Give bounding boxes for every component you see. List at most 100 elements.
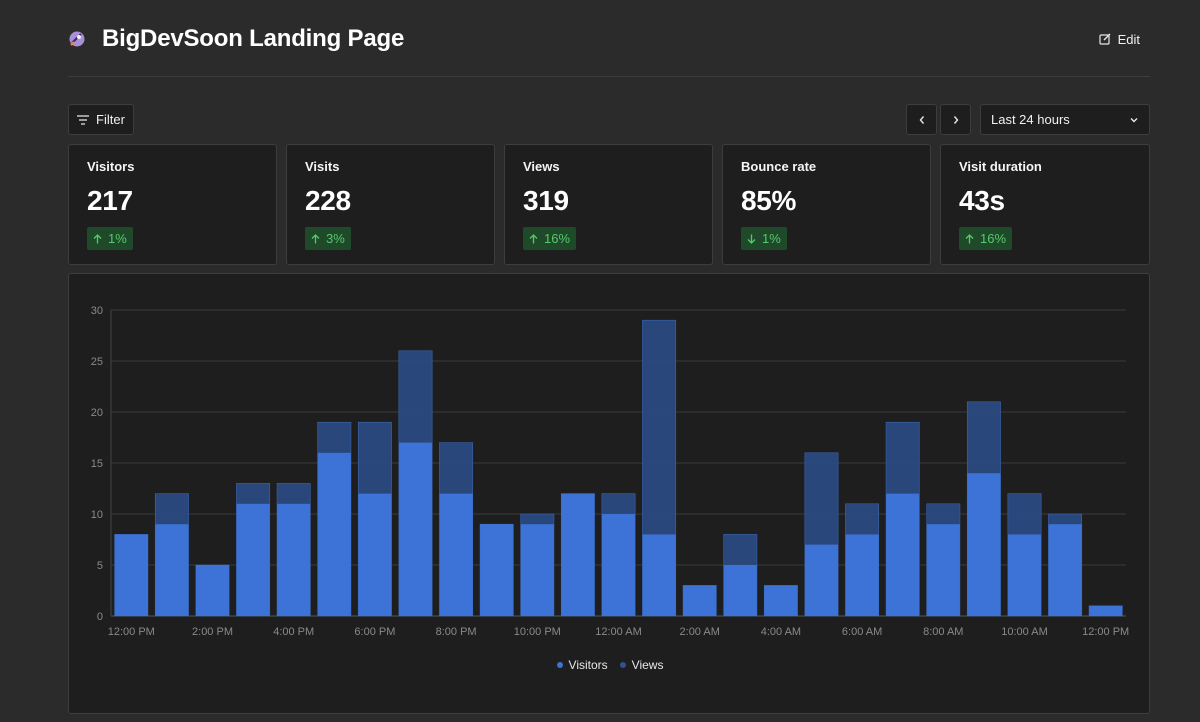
edit-button[interactable]: Edit xyxy=(1089,26,1150,53)
bar-visitors[interactable] xyxy=(601,514,636,616)
bar-visitors[interactable] xyxy=(723,565,757,616)
x-tick-label: 6:00 PM xyxy=(354,626,395,638)
metric-label: Visits xyxy=(305,159,340,174)
bar-visitors[interactable] xyxy=(480,524,514,616)
x-tick-label: 12:00 AM xyxy=(595,626,641,638)
x-tick-label: 4:00 AM xyxy=(761,626,801,638)
y-tick-label: 30 xyxy=(91,305,103,317)
x-tick-label: 12:00 PM xyxy=(108,626,155,638)
chevron-down-icon xyxy=(1129,116,1139,124)
x-tick-label: 10:00 PM xyxy=(514,626,561,638)
change-badge: 16% xyxy=(523,227,577,250)
x-tick-label: 8:00 AM xyxy=(923,626,963,638)
bar-visitors[interactable] xyxy=(967,473,1001,616)
filter-label: Filter xyxy=(96,112,125,127)
filter-icon xyxy=(77,114,90,125)
page-title: BigDevSoon Landing Page xyxy=(102,25,405,52)
bar-visitors[interactable] xyxy=(236,503,270,616)
metric-card-visit-duration[interactable]: Visit duration 43s 16% xyxy=(940,144,1150,265)
filter-button[interactable]: Filter xyxy=(68,104,134,135)
bar-visitors[interactable] xyxy=(277,503,311,616)
bar-visitors[interactable] xyxy=(439,493,473,616)
arrow-up-icon xyxy=(965,233,974,243)
change-value: 1% xyxy=(108,231,127,246)
page-header: BigDevSoon Landing Page Edit xyxy=(68,18,1150,60)
bar-visitors[interactable] xyxy=(1048,524,1082,616)
legend-item-visitors[interactable]: Visitors xyxy=(556,658,608,672)
arrow-up-icon xyxy=(529,233,538,243)
bar-visitors[interactable] xyxy=(358,493,392,616)
change-badge: 3% xyxy=(305,227,351,250)
metric-card-visits[interactable]: Visits 228 3% xyxy=(286,144,495,265)
chevron-right-icon xyxy=(953,115,958,124)
change-value: 16% xyxy=(980,231,1007,246)
legend-item-views[interactable]: Views xyxy=(619,658,664,672)
bar-visitors[interactable] xyxy=(398,442,433,616)
metric-value: 85% xyxy=(741,185,797,216)
y-tick-label: 10 xyxy=(91,509,103,521)
previous-period-button[interactable] xyxy=(906,104,937,135)
bar-visitors[interactable] xyxy=(155,524,189,616)
bar-visitors[interactable] xyxy=(845,534,879,616)
arrow-up-icon xyxy=(311,233,320,243)
arrow-up-icon xyxy=(93,233,102,243)
metric-label: Visit duration xyxy=(959,159,1042,174)
edit-label: Edit xyxy=(1117,31,1140,47)
legend-label: Visitors xyxy=(568,658,608,672)
bar-visitors[interactable] xyxy=(520,524,554,616)
metric-label: Visitors xyxy=(87,159,135,174)
x-tick-label: 12:00 PM xyxy=(1082,626,1129,638)
chart-panel: 0 5 10 15 20 25 30 12:00 PM 2:00 PM 4:00 PM 6:00 P… xyxy=(68,273,1150,714)
y-tick-label: 15 xyxy=(91,458,103,470)
pageviews-bar-chart: 0 5 10 15 20 25 30 12:00 PM 2:00 PM 4:00 PM 6:00 P… xyxy=(91,305,1129,638)
change-value: 1% xyxy=(762,231,781,246)
y-tick-label: 5 xyxy=(97,560,103,572)
x-tick-label: 10:00 AM xyxy=(1001,626,1047,638)
y-tick-label: 0 xyxy=(97,611,103,623)
x-tick-label: 6:00 AM xyxy=(842,626,882,638)
bar-visitors[interactable] xyxy=(1007,534,1042,616)
chevron-left-icon xyxy=(919,115,924,124)
bar-visitors[interactable] xyxy=(764,585,798,616)
metric-value: 43s xyxy=(959,185,1005,216)
date-range-select[interactable]: Last 24 hours xyxy=(980,104,1150,135)
header-divider xyxy=(68,76,1150,77)
metric-value: 228 xyxy=(305,185,351,216)
metric-value: 217 xyxy=(87,185,133,216)
bar-visitors[interactable] xyxy=(1089,605,1123,616)
metric-label: Views xyxy=(523,159,560,174)
metric-value: 319 xyxy=(523,185,569,216)
bar-visitors[interactable] xyxy=(195,565,230,616)
legend-label: Views xyxy=(631,658,664,672)
change-badge: 1% xyxy=(87,227,133,250)
arrow-down-icon xyxy=(747,234,756,244)
metric-card-visitors[interactable]: Visitors 217 1% xyxy=(68,144,277,265)
legend-dot-views xyxy=(619,662,626,668)
x-tick-label: 2:00 AM xyxy=(680,626,720,638)
bar-visitors[interactable] xyxy=(114,534,148,616)
change-value: 16% xyxy=(544,231,571,246)
bar-visitors[interactable] xyxy=(561,493,595,616)
metric-label: Bounce rate xyxy=(741,159,817,174)
change-badge: 1% xyxy=(741,227,787,250)
bar-visitors[interactable] xyxy=(317,452,351,616)
legend-dot-visitors xyxy=(556,662,563,668)
change-value: 3% xyxy=(326,231,345,246)
bar-visitors[interactable] xyxy=(886,493,920,616)
change-badge: 16% xyxy=(959,227,1013,250)
x-tick-label: 8:00 PM xyxy=(436,626,477,638)
x-tick-label: 2:00 PM xyxy=(192,626,233,638)
x-tick-label: 4:00 PM xyxy=(273,626,314,638)
rocket-icon xyxy=(69,31,85,47)
bar-visitors[interactable] xyxy=(683,585,717,616)
date-range-value: Last 24 hours xyxy=(991,112,1070,127)
edit-icon xyxy=(1098,33,1111,45)
next-period-button[interactable] xyxy=(940,104,971,135)
y-tick-label: 20 xyxy=(91,407,103,419)
bar-visitors[interactable] xyxy=(926,524,960,616)
bar-visitors[interactable] xyxy=(642,534,676,616)
metric-card-views[interactable]: Views 319 16% xyxy=(504,144,713,265)
chart-legend: Visitors Views xyxy=(69,658,1151,672)
metric-card-bounce-rate[interactable]: Bounce rate 85% 1% xyxy=(722,144,931,265)
bar-visitors[interactable] xyxy=(804,544,839,616)
